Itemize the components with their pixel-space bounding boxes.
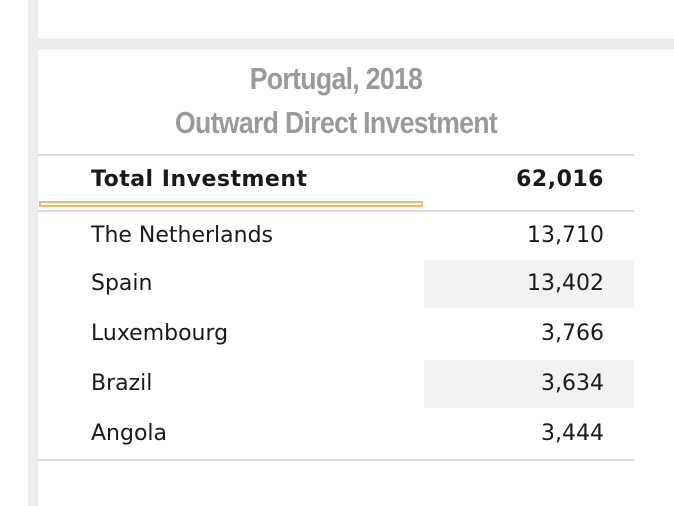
top-band [38, 38, 674, 50]
country-label: The Netherlands [91, 223, 274, 248]
table-row[interactable]: Angola 3,444 [38, 410, 634, 458]
total-label: Total Investment [91, 167, 308, 192]
focus-indicator [39, 201, 423, 207]
investment-value: 13,710 [527, 223, 604, 248]
country-label: Spain [91, 271, 153, 296]
country-label: Luxembourg [91, 321, 229, 346]
table-row-total[interactable]: Total Investment 62,016 [38, 156, 634, 204]
left-rail [28, 0, 38, 506]
total-rule [38, 210, 634, 212]
investment-value: 3,444 [541, 421, 604, 446]
investment-value: 3,766 [541, 321, 604, 346]
table-title-line2: Outward Direct Investment [174, 105, 498, 140]
table-row[interactable]: The Netherlands 13,710 [38, 212, 634, 260]
investment-table-panel: Portugal, 2018 Outward Direct Investment… [38, 50, 634, 506]
country-label: Angola [91, 421, 168, 446]
footer-rule [38, 459, 634, 461]
table-title-line1: Portugal, 2018 [249, 61, 423, 96]
country-label: Brazil [91, 371, 153, 396]
table-row[interactable]: Brazil 3,634 [38, 360, 634, 408]
investment-value: 13,402 [527, 271, 604, 296]
header-rule [38, 154, 634, 156]
table-row[interactable]: Luxembourg 3,766 [38, 310, 634, 358]
table-title: Portugal, 2018 Outward Direct Investment [38, 57, 634, 145]
table-row[interactable]: Spain 13,402 [38, 260, 634, 308]
total-value: 62,016 [516, 167, 604, 192]
investment-value: 3,634 [541, 371, 604, 396]
